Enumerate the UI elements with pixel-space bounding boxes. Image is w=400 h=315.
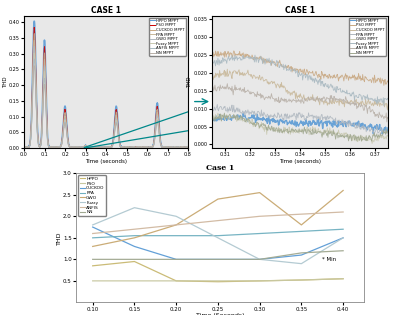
Legend: HPPO, PSO, CUCKOO, FPA, GWO, Fuzzy, ANFIS, NN: HPPO, PSO, CUCKOO, FPA, GWO, Fuzzy, ANFI… <box>78 175 106 216</box>
X-axis label: Time (seconds): Time (seconds) <box>85 159 127 163</box>
Title: Case 1: Case 1 <box>206 164 234 173</box>
X-axis label: Time (seconds): Time (seconds) <box>279 159 321 163</box>
Title: CASE 1: CASE 1 <box>285 6 315 15</box>
X-axis label: Time (Seconds): Time (Seconds) <box>196 313 244 315</box>
Y-axis label: THD: THD <box>57 231 62 244</box>
Legend: HPPO MPPT, PSO MPPT, CUCKOO MPPT, FPA MPPT, GWO MPPT, Fuzzy MPPT, ANFIS MPPT, NN: HPPO MPPT, PSO MPPT, CUCKOO MPPT, FPA MP… <box>349 18 386 56</box>
Y-axis label: THD: THD <box>188 76 192 88</box>
Text: * Min: * Min <box>322 257 336 262</box>
Legend: HPPO MPPT, PSO MPPT, CUCKOO MPPT, FPA MPPT, GWO MPPT, Fuzzy MPPT, ANFIS MPPT, NN: HPPO MPPT, PSO MPPT, CUCKOO MPPT, FPA MP… <box>149 18 186 56</box>
Title: CASE 1: CASE 1 <box>91 6 121 15</box>
Y-axis label: THD: THD <box>2 76 8 88</box>
